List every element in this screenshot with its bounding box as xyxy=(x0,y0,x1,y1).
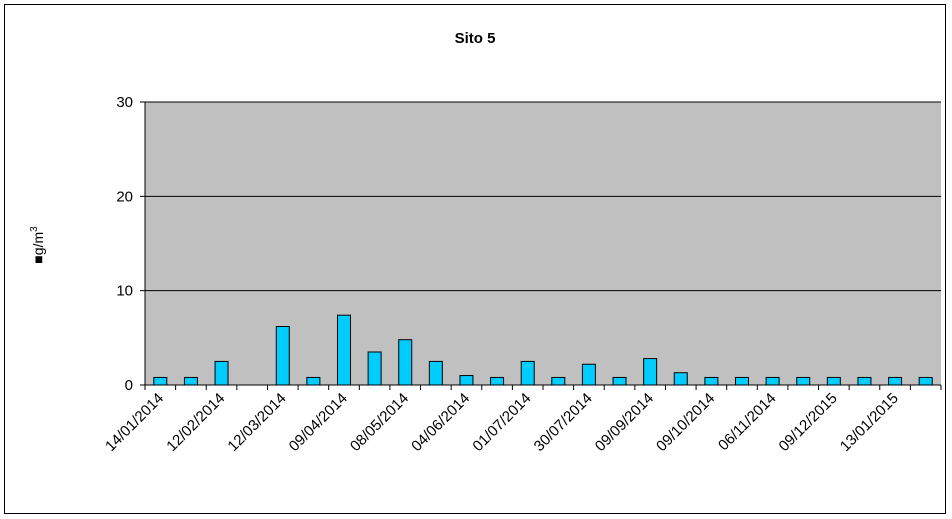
x-tick-label: 09/12/2015 xyxy=(776,390,841,455)
bar xyxy=(826,376,841,386)
bar xyxy=(673,372,688,386)
y-tick-label: 10 xyxy=(116,283,133,300)
x-tick-label: 09/04/2014 xyxy=(286,390,351,455)
bar xyxy=(643,358,658,386)
bar xyxy=(306,376,321,386)
x-tick-label: 12/03/2014 xyxy=(224,390,289,455)
x-tick-label: 09/10/2014 xyxy=(653,390,718,455)
x-tick-label: 14/01/2014 xyxy=(102,390,167,455)
y-tick-labels: 0 10 20 30 xyxy=(116,94,133,394)
x-tick-label: 30/07/2014 xyxy=(531,390,596,455)
bar xyxy=(581,363,596,386)
bar xyxy=(888,376,903,386)
x-tick-label: 08/05/2014 xyxy=(347,390,412,455)
x-tick-label: 12/02/2014 xyxy=(163,390,228,455)
bar xyxy=(704,376,719,386)
bar xyxy=(490,376,505,386)
bar-chart: Sito 5 0 10 20 30 14/01/201412/02/201412/03… xyxy=(29,30,942,455)
y-axis-label-mark: ■ xyxy=(30,255,46,263)
y-tick-label: 20 xyxy=(116,188,133,205)
bar xyxy=(612,376,627,386)
bar xyxy=(765,376,780,386)
bar xyxy=(796,376,811,386)
axes xyxy=(140,101,942,390)
x-tick-label: 09/09/2014 xyxy=(592,390,657,455)
plot-area xyxy=(145,102,941,385)
bar xyxy=(428,360,443,386)
bar xyxy=(367,351,382,386)
y-axis-label: ■g/m3 xyxy=(29,226,46,264)
chart-frame: Sito 5 0 10 20 30 14/01/2014 12/02/2014 12/03… xyxy=(4,4,946,514)
bar xyxy=(551,376,566,386)
bar xyxy=(183,376,198,386)
x-tick-label: 13/01/2015 xyxy=(837,390,902,455)
y-axis-label-superscript: 3 xyxy=(29,226,40,232)
bar xyxy=(857,376,872,386)
bar xyxy=(275,326,290,386)
y-tick-label: 30 xyxy=(116,94,133,111)
x-tick-labels: 14/01/201412/02/201412/03/201409/04/2014… xyxy=(102,390,902,455)
y-axis-label-text: g/m xyxy=(30,232,46,255)
chart-title: Sito 5 xyxy=(455,30,496,47)
bar xyxy=(735,376,749,386)
bar xyxy=(153,376,168,386)
x-tick-label: 06/11/2014 xyxy=(715,390,779,454)
gridlines xyxy=(145,101,941,292)
bar xyxy=(520,360,535,386)
bar xyxy=(337,314,351,386)
bar xyxy=(214,360,229,386)
x-tick-label: 01/07/2014 xyxy=(469,390,534,455)
bar xyxy=(918,376,933,386)
bar xyxy=(398,339,413,386)
y-tick-label: 0 xyxy=(125,377,133,394)
x-tick-label: 04/06/2014 xyxy=(408,390,473,455)
bar xyxy=(459,375,474,386)
svg-text:■g/m3: ■g/m3 xyxy=(29,226,46,264)
